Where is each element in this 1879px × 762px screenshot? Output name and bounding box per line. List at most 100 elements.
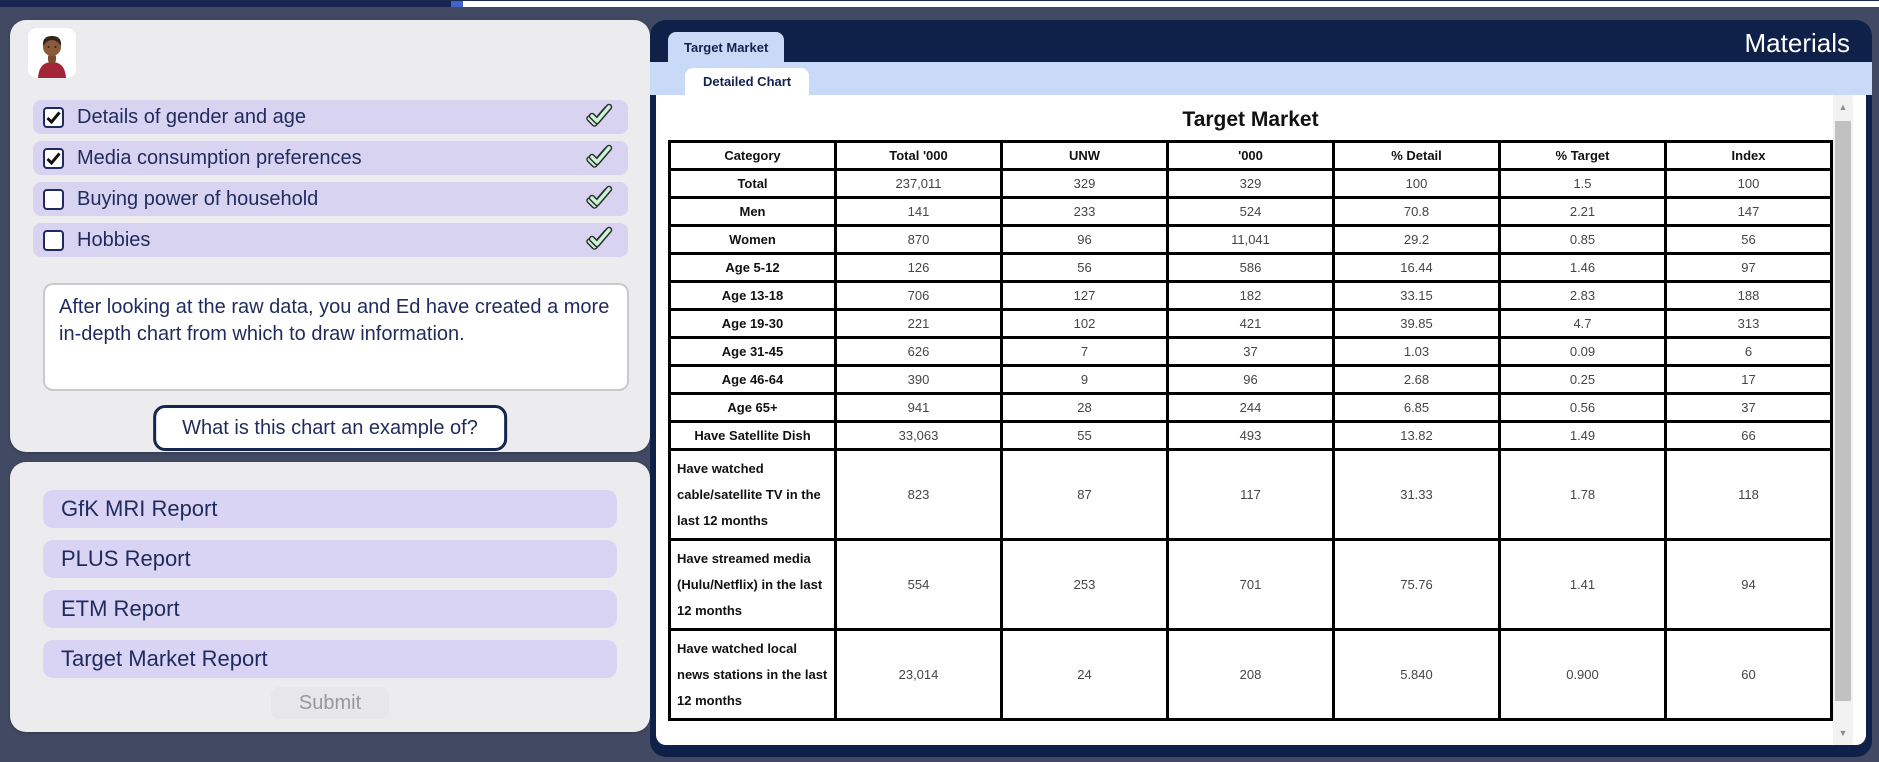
value-cell: 182 <box>1166 280 1335 311</box>
answer-option[interactable]: PLUS Report <box>43 540 617 578</box>
value-cell: 554 <box>834 538 1003 631</box>
value-cell: 13.82 <box>1332 420 1501 451</box>
value-cell: 2.83 <box>1498 280 1667 311</box>
category-cell: Have watched cable/satellite TV in the l… <box>668 448 837 541</box>
value-cell: 524 <box>1166 196 1335 227</box>
value-cell: 233 <box>1000 196 1169 227</box>
value-cell: 493 <box>1166 420 1335 451</box>
table-row: Age 5-12 126 56 586 16.44 1.46 97 <box>668 252 1833 283</box>
category-cell: Age 31-45 <box>668 336 837 367</box>
materials-title: Materials <box>1744 28 1850 58</box>
value-cell: 0.25 <box>1498 364 1667 395</box>
column-header: '000 <box>1166 140 1335 171</box>
column-header: Total '000 <box>834 140 1003 171</box>
category-cell: Total <box>668 168 837 199</box>
value-cell: 2.21 <box>1498 196 1667 227</box>
column-header: UNW <box>1000 140 1169 171</box>
value-cell: 96 <box>1000 224 1169 255</box>
value-cell: 11,041 <box>1166 224 1335 255</box>
value-cell: 100 <box>1664 168 1833 199</box>
value-cell: 141 <box>834 196 1003 227</box>
value-cell: 17 <box>1664 364 1833 395</box>
task-card: Details of gender and age Media consumpti… <box>10 20 650 452</box>
value-cell: 0.56 <box>1498 392 1667 423</box>
answer-option[interactable]: GfK MRI Report <box>43 490 617 528</box>
value-cell: 100 <box>1332 168 1501 199</box>
value-cell: 33,063 <box>834 420 1003 451</box>
materials-panel: Materials Target Market Detailed Chart T… <box>650 20 1872 757</box>
value-cell: 421 <box>1166 308 1335 339</box>
done-check-icon <box>586 185 614 214</box>
value-cell: 870 <box>834 224 1003 255</box>
subtab-detailed-chart[interactable]: Detailed Chart <box>685 68 810 95</box>
table-row: Have Satellite Dish 33,063 55 493 13.82 1.49 6… <box>668 420 1833 451</box>
value-cell: 87 <box>1000 448 1169 541</box>
vertical-scrollbar[interactable]: ▲ ▼ <box>1833 95 1853 745</box>
value-cell: 0.85 <box>1498 224 1667 255</box>
category-cell: Have Satellite Dish <box>668 420 837 451</box>
value-cell: 1.49 <box>1498 420 1667 451</box>
value-cell: 313 <box>1664 308 1833 339</box>
checklist-item-label: Media consumption preferences <box>77 146 362 169</box>
value-cell: 188 <box>1664 280 1833 311</box>
value-cell: 6 <box>1664 336 1833 367</box>
progress-bar <box>0 0 1879 7</box>
table-header-row: Category Total '000 UNW '000% Detail% Targe… <box>668 140 1833 171</box>
value-cell: 60 <box>1664 628 1833 721</box>
scroll-up-icon[interactable]: ▲ <box>1838 102 1848 112</box>
scrollbar-thumb[interactable] <box>1835 121 1851 701</box>
table-row: Have streamed media (Hulu/Netflix) in th… <box>668 538 1833 631</box>
value-cell: 7 <box>1000 336 1169 367</box>
value-cell: 1.78 <box>1498 448 1667 541</box>
tab-strip: Detailed Chart <box>650 62 1872 95</box>
value-cell: 0.900 <box>1498 628 1667 721</box>
checklist-item: Hobbies <box>33 223 628 257</box>
value-cell: 706 <box>834 280 1003 311</box>
tab-target-market[interactable]: Target Market <box>668 32 785 62</box>
value-cell: 0.09 <box>1498 336 1667 367</box>
value-cell: 253 <box>1000 538 1169 631</box>
column-header: Index <box>1664 140 1833 171</box>
checkbox-checked[interactable] <box>43 147 64 169</box>
value-cell: 94 <box>1664 538 1833 631</box>
target-market-table: Category Total '000 UNW '000% Detail% Targe… <box>668 140 1833 721</box>
category-cell: Have streamed media (Hulu/Netflix) in th… <box>668 538 837 631</box>
table-row: Age 31-45 626 7 37 1.03 0.09 6 <box>668 336 1833 367</box>
value-cell: 28 <box>1000 392 1169 423</box>
value-cell: 75.76 <box>1332 538 1501 631</box>
value-cell: 33.15 <box>1332 280 1501 311</box>
value-cell: 9 <box>1000 364 1169 395</box>
checklist-item: Media consumption preferences <box>33 141 628 175</box>
value-cell: 56 <box>1664 224 1833 255</box>
question-button[interactable]: What is this chart an example of? <box>153 405 507 451</box>
checkbox-checked[interactable] <box>43 106 64 128</box>
answer-option[interactable]: Target Market Report <box>43 640 617 678</box>
checklist-item-label: Details of gender and age <box>77 105 307 128</box>
table-body: Total 237,011 329 329 100 1.5 100 Men 141 233 524 7… <box>668 168 1833 721</box>
avatar <box>28 28 76 78</box>
submit-button[interactable]: Submit <box>271 687 389 719</box>
checklist-item: Details of gender and age <box>33 100 628 134</box>
value-cell: 5.840 <box>1332 628 1501 721</box>
answer-options: GfK MRI Report PLUS Report ETM Report Targe… <box>43 490 617 678</box>
table-row: Age 46-64 390 9 96 2.68 0.25 17 <box>668 364 1833 395</box>
checkbox-unchecked[interactable] <box>43 188 64 210</box>
checklist-item: Buying power of household <box>33 182 628 216</box>
value-cell: 329 <box>1000 168 1169 199</box>
category-cell: Age 19-30 <box>668 308 837 339</box>
table-row: Age 65+ 941 28 244 6.85 0.56 37 <box>668 392 1833 423</box>
value-cell: 4.7 <box>1498 308 1667 339</box>
answer-card: GfK MRI Report PLUS Report ETM Report Targe… <box>10 462 650 732</box>
value-cell: 127 <box>1000 280 1169 311</box>
checkbox-unchecked[interactable] <box>43 229 64 251</box>
value-cell: 39.85 <box>1332 308 1501 339</box>
value-cell: 823 <box>834 448 1003 541</box>
answer-option[interactable]: ETM Report <box>43 590 617 628</box>
progress-bar-fill <box>0 1 451 7</box>
category-cell: Men <box>668 196 837 227</box>
value-cell: 1.5 <box>1498 168 1667 199</box>
value-cell: 701 <box>1166 538 1335 631</box>
checklist-item-label: Hobbies <box>77 228 151 251</box>
scroll-down-icon[interactable]: ▼ <box>1838 728 1848 738</box>
value-cell: 626 <box>834 336 1003 367</box>
